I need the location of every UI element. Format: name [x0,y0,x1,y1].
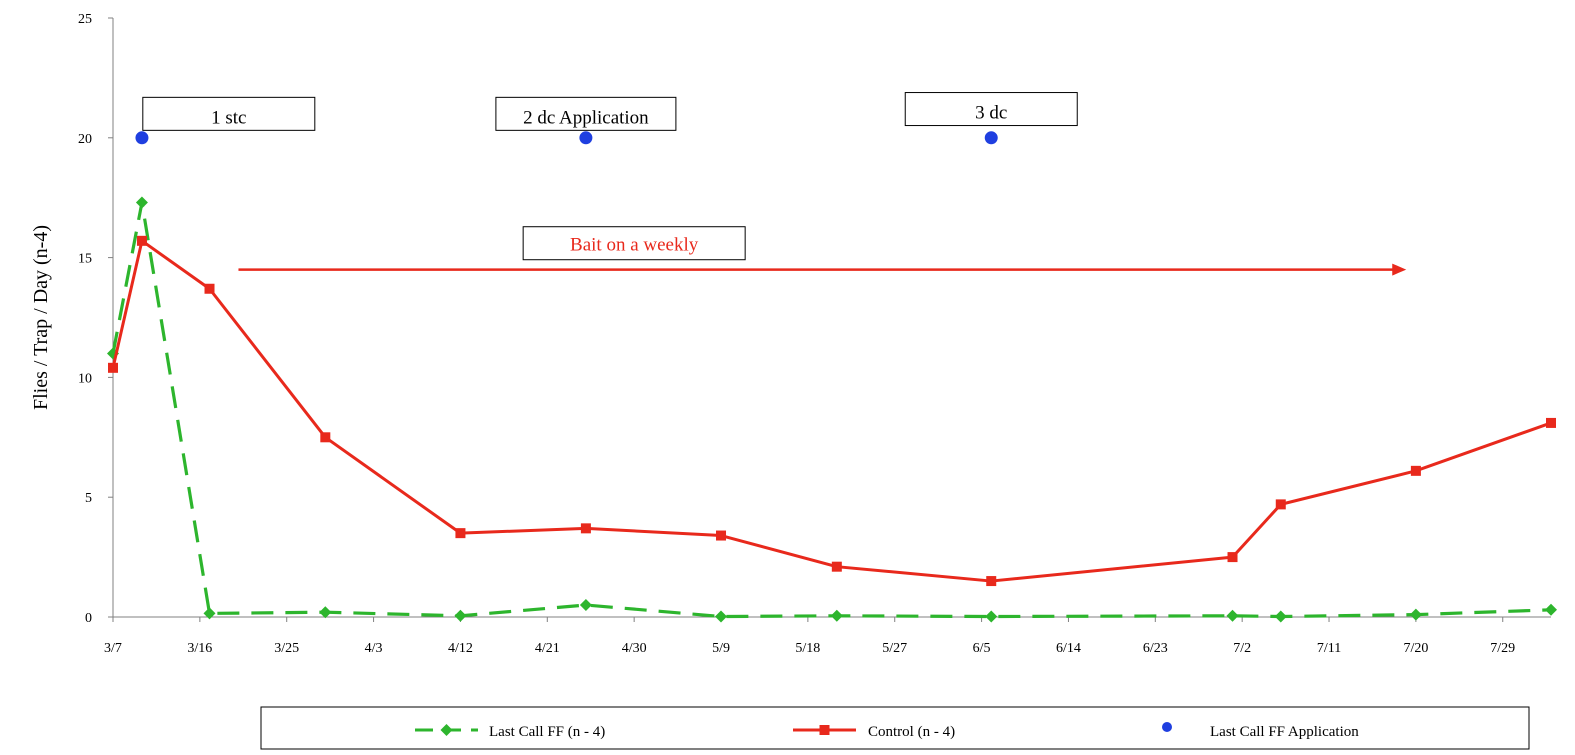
legend-entry: Control (n - 4) [793,724,955,740]
x-tick-label: 6/5 [973,641,991,656]
y-tick-label: 5 [85,491,92,506]
x-tick-label: 5/18 [795,641,820,656]
data-point [986,576,997,587]
annotation-text: 1 stc [211,107,246,128]
x-tick-label: 5/9 [712,641,730,656]
annotation-box: 1 stc [142,96,316,131]
annotations: 1 stc 2 dc Application 3 dc Bait on a weekl… [142,92,1407,276]
data-point [1545,603,1557,616]
data-point [203,607,216,620]
data-point [984,131,998,145]
bait-arrow [238,263,1407,276]
legend: Last Call FF (n - 4) Control (n - 4) Last … [260,706,1530,750]
data-point [716,530,727,541]
legend-marker [1162,722,1172,732]
annotation-text: Bait on a weekly [570,235,699,256]
series-0 [107,196,1557,623]
y-tick-label: 15 [78,252,92,267]
data-point [204,283,215,294]
annotation-frame [522,226,746,261]
x-tick-label: 7/2 [1233,641,1251,656]
data-point [985,610,998,623]
x-tick-label: 4/21 [535,641,560,656]
series-layer [107,131,1557,623]
axes [112,18,1551,618]
x-tick-label: 7/29 [1490,641,1515,656]
x-tick-label: 6/14 [1056,641,1081,656]
data-point [454,609,467,622]
legend-box [260,706,1530,750]
legend-label: Control (n - 4) [868,724,955,740]
data-point [580,523,591,534]
y-tick-label: 0 [85,611,92,626]
data-point [1274,610,1287,623]
x-tick-label: 3/25 [274,641,299,656]
data-point [1227,552,1238,563]
data-point [831,561,842,572]
annotation-frame [904,92,1078,127]
annotation-box: 2 dc Application [495,96,677,131]
legend-entry: Last Call FF Application [1162,722,1359,740]
data-point [319,606,332,619]
data-point [320,432,331,443]
x-tick-label: 3/16 [187,641,212,656]
x-tick-label: 4/30 [622,641,647,656]
y-tick-label: 20 [78,132,92,147]
y-tick-label: 25 [78,12,92,27]
data-point [1275,499,1286,510]
data-point [1226,609,1239,622]
annotation-text: 3 dc [975,103,1007,124]
legend-entry: Last Call FF (n - 4) [415,724,605,740]
y-tick-label: 10 [78,371,92,386]
data-point [108,362,118,373]
series-2 [135,131,998,145]
x-tick-label: 4/3 [365,641,383,656]
data-point [440,724,453,736]
series-line [111,239,1552,583]
data-point [579,131,593,145]
data-point [135,196,148,209]
x-tick-label: 4/12 [448,641,473,656]
y-axis-label: Flies / Trap / Day (n-4) [30,225,52,410]
data-point [819,725,830,735]
x-tick-label: 6/23 [1143,641,1168,656]
legend-label: Last Call FF Application [1210,724,1359,740]
series-line [111,200,1552,619]
annotation-box: 3 dc [904,92,1078,127]
data-point [715,610,728,623]
x-tick-label: 3/7 [104,641,122,656]
legend-label: Last Call FF (n - 4) [489,724,605,740]
data-point [1409,608,1422,621]
data-point [830,609,843,622]
x-tick-label: 7/11 [1317,641,1341,656]
data-point [455,528,466,539]
annotation-frame [495,96,677,131]
x-tick-label: 5/27 [882,641,907,656]
annotation-text: 2 dc Application [523,107,649,128]
y-ticks: 0 5 10 15 20 25 [78,12,113,626]
annotation-frame [142,96,316,131]
data-point [579,599,592,612]
x-tick-label: 7/20 [1403,641,1428,656]
series-1 [108,235,1556,587]
annotation-box: Bait on a weekly [522,226,746,261]
bait-arrow-head [1392,263,1407,276]
x-ticks: 3/7 3/16 3/25 4/3 4/12 4/21 4/30 5/9 5/18 5/27 6/5… [104,617,1515,656]
data-point [1410,465,1421,476]
data-point [1546,417,1556,428]
data-point [136,235,147,246]
data-point [135,131,149,145]
